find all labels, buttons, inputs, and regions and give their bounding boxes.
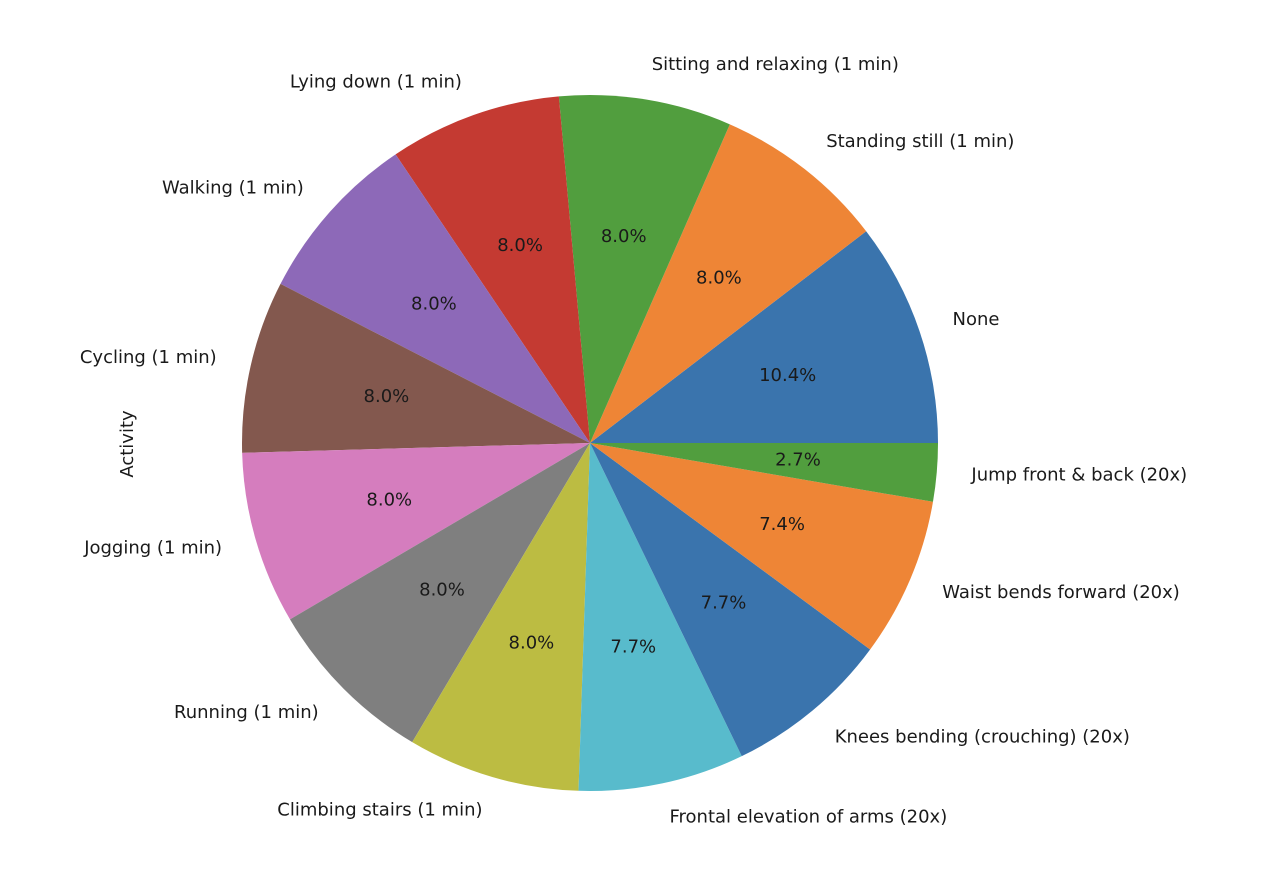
- slice-percent-label: 8.0%: [366, 490, 412, 511]
- pie-slice: [590, 124, 867, 443]
- slice-category-label: Running (1 min): [174, 702, 319, 723]
- slice-category-label: Knees bending (crouching) (20x): [835, 726, 1130, 747]
- y-axis-label: Activity: [117, 410, 138, 478]
- slice-percent-label: 8.0%: [509, 632, 555, 653]
- slice-labels: None Standing still (1 min) Sitting and re…: [80, 54, 1187, 827]
- pie-slice: [578, 443, 742, 791]
- pie-slice: [395, 96, 590, 444]
- slice-category-label: Waist bends forward (20x): [942, 582, 1180, 603]
- slice-percent-label: 8.0%: [419, 579, 465, 600]
- slice-category-label: Cycling (1 min): [80, 347, 217, 368]
- slice-category-label: Jogging (1 min): [83, 538, 222, 559]
- slice-percent-label: 7.7%: [701, 593, 747, 614]
- slice-percent-label: 8.0%: [364, 386, 410, 407]
- pie-slice: [590, 443, 871, 757]
- slice-percent-label: 2.7%: [775, 450, 821, 471]
- slice-percent-label: 7.7%: [610, 636, 656, 657]
- pie-slice: [590, 443, 933, 650]
- pie-slices: [242, 95, 938, 791]
- slice-category-label: Frontal elevation of arms (20x): [670, 807, 948, 828]
- percent-labels: 10.4% 8.0% 8.0% 8.0% 8.0% 8.0% 8.0% 8.0% 8.0% 7.7…: [364, 226, 821, 657]
- slice-category-label: Sitting and relaxing (1 min): [652, 54, 899, 75]
- slice-percent-label: 10.4%: [759, 365, 816, 386]
- pie-slice: [280, 154, 590, 443]
- slice-category-label: Walking (1 min): [162, 178, 304, 199]
- pie-slice: [590, 231, 938, 443]
- slice-category-label: Climbing stairs (1 min): [277, 799, 482, 820]
- slice-category-label: Jump front & back (20x): [970, 465, 1187, 486]
- pie-slice: [558, 95, 730, 443]
- pie-slice: [590, 443, 938, 502]
- slice-category-label: None: [953, 309, 1000, 330]
- slice-percent-label: 8.0%: [411, 293, 457, 314]
- pie-slice: [242, 443, 590, 620]
- slice-percent-label: 8.0%: [601, 226, 647, 247]
- pie-slice: [412, 443, 590, 791]
- slice-percent-label: 8.0%: [696, 268, 742, 289]
- slice-category-label: Standing still (1 min): [826, 131, 1014, 152]
- slice-percent-label: 8.0%: [497, 235, 543, 256]
- pie-slice: [290, 443, 590, 743]
- slice-category-label: Lying down (1 min): [290, 71, 462, 92]
- pie-slice: [242, 283, 590, 453]
- slice-percent-label: 7.4%: [759, 514, 805, 535]
